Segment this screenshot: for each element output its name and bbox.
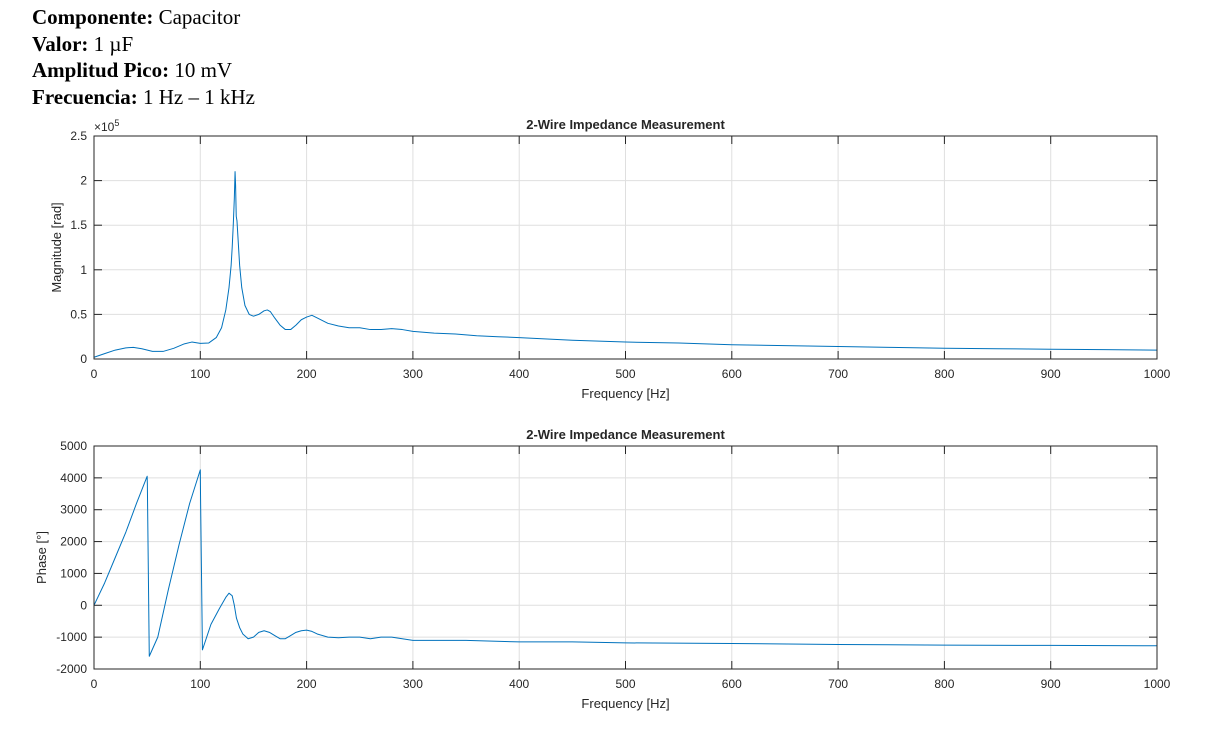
frequency-row: Frecuencia: 1 Hz – 1 kHz [32, 84, 255, 111]
magnitude-xtick-label-7: 700 [828, 367, 848, 381]
magnitude-xtick-label-9: 900 [1041, 367, 1061, 381]
component-value: Capacitor [158, 5, 241, 29]
magnitude-xtick-label-8: 800 [934, 367, 954, 381]
magnitude-ytick-label-4: 2 [80, 174, 87, 188]
magnitude-xtick-label-2: 200 [297, 367, 317, 381]
magnitude-axes-box [93, 135, 1158, 360]
component-row: Componente: Capacitor [32, 4, 255, 31]
phase-ytick-label-1: -1000 [56, 630, 87, 644]
frequency-label: Frecuencia: [32, 84, 138, 109]
phase-xlabel: Frequency [Hz] [581, 696, 669, 711]
amplitude-row: Amplitud Pico: 10 mV [32, 57, 255, 84]
phase-xtick-label-5: 500 [615, 677, 635, 691]
phase-ytick-label-2: 0 [80, 598, 87, 612]
value-row: Valor: 1 µF [32, 31, 255, 58]
amplitude-value: 10 mV [174, 58, 233, 82]
phase-axes-box [93, 445, 1158, 670]
phase-xtick-label-6: 600 [722, 677, 742, 691]
phase-ytick-label-0: -2000 [56, 662, 87, 676]
magnitude-ytick-label-2: 1 [80, 263, 87, 277]
magnitude-ytick-label-1: 0.5 [70, 307, 87, 321]
phase-xtick-label-10: 1000 [1144, 677, 1171, 691]
magnitude-title: 2-Wire Impedance Measurement [526, 117, 725, 132]
magnitude-xtick-label-1: 100 [190, 367, 210, 381]
phase-xtick-label-8: 800 [934, 677, 954, 691]
magnitude-series-line-0 [93, 171, 1158, 358]
phase-xtick-label-3: 300 [403, 677, 423, 691]
measurement-info: Componente: Capacitor Valor: 1 µF Amplit… [32, 4, 255, 110]
phase-xtick-label-1: 100 [190, 677, 210, 691]
phase-title: 2-Wire Impedance Measurement [526, 427, 725, 442]
phase-xtick-label-4: 400 [509, 677, 529, 691]
magnitude-xtick-label-6: 600 [722, 367, 742, 381]
phase-xtick-label-2: 200 [297, 677, 317, 691]
magnitude-xtick-label-3: 300 [403, 367, 423, 381]
magnitude-xtick-label-5: 500 [615, 367, 635, 381]
phase-xtick-label-7: 700 [828, 677, 848, 691]
magnitude-y-multiplier-exponent: 5 [114, 118, 119, 128]
component-label: Componente: [32, 5, 154, 29]
phase-ylabel: Phase [°] [34, 531, 49, 584]
magnitude-y-multiplier: ×105 [94, 118, 119, 134]
magnitude-xtick-label-0: 0 [91, 367, 98, 381]
phase-ytick-label-4: 2000 [60, 535, 87, 549]
magnitude-ytick-label-3: 1.5 [70, 218, 87, 232]
magnitude-ytick-label-5: 2.5 [70, 129, 87, 143]
amplitude-label: Amplitud Pico: [32, 58, 170, 82]
phase-ytick-label-3: 1000 [60, 566, 87, 580]
phase-series-line-0 [93, 469, 1158, 657]
magnitude-xtick-label-10: 1000 [1144, 367, 1171, 381]
magnitude-xtick-label-4: 400 [509, 367, 529, 381]
phase-ytick-label-6: 4000 [60, 471, 87, 485]
value-value: 1 µF [93, 31, 134, 56]
phase-ytick-label-7: 5000 [60, 439, 87, 453]
magnitude-xlabel: Frequency [Hz] [581, 386, 669, 401]
magnitude-ytick-label-0: 0 [80, 352, 87, 366]
magnitude-ylabel: Magnitude [rad] [49, 202, 64, 292]
frequency-value: 1 Hz – 1 kHz [143, 84, 255, 109]
phase-ytick-label-5: 3000 [60, 503, 87, 517]
value-label: Valor: [32, 31, 89, 56]
phase-xtick-label-0: 0 [91, 677, 98, 691]
phase-xtick-label-9: 900 [1041, 677, 1061, 691]
